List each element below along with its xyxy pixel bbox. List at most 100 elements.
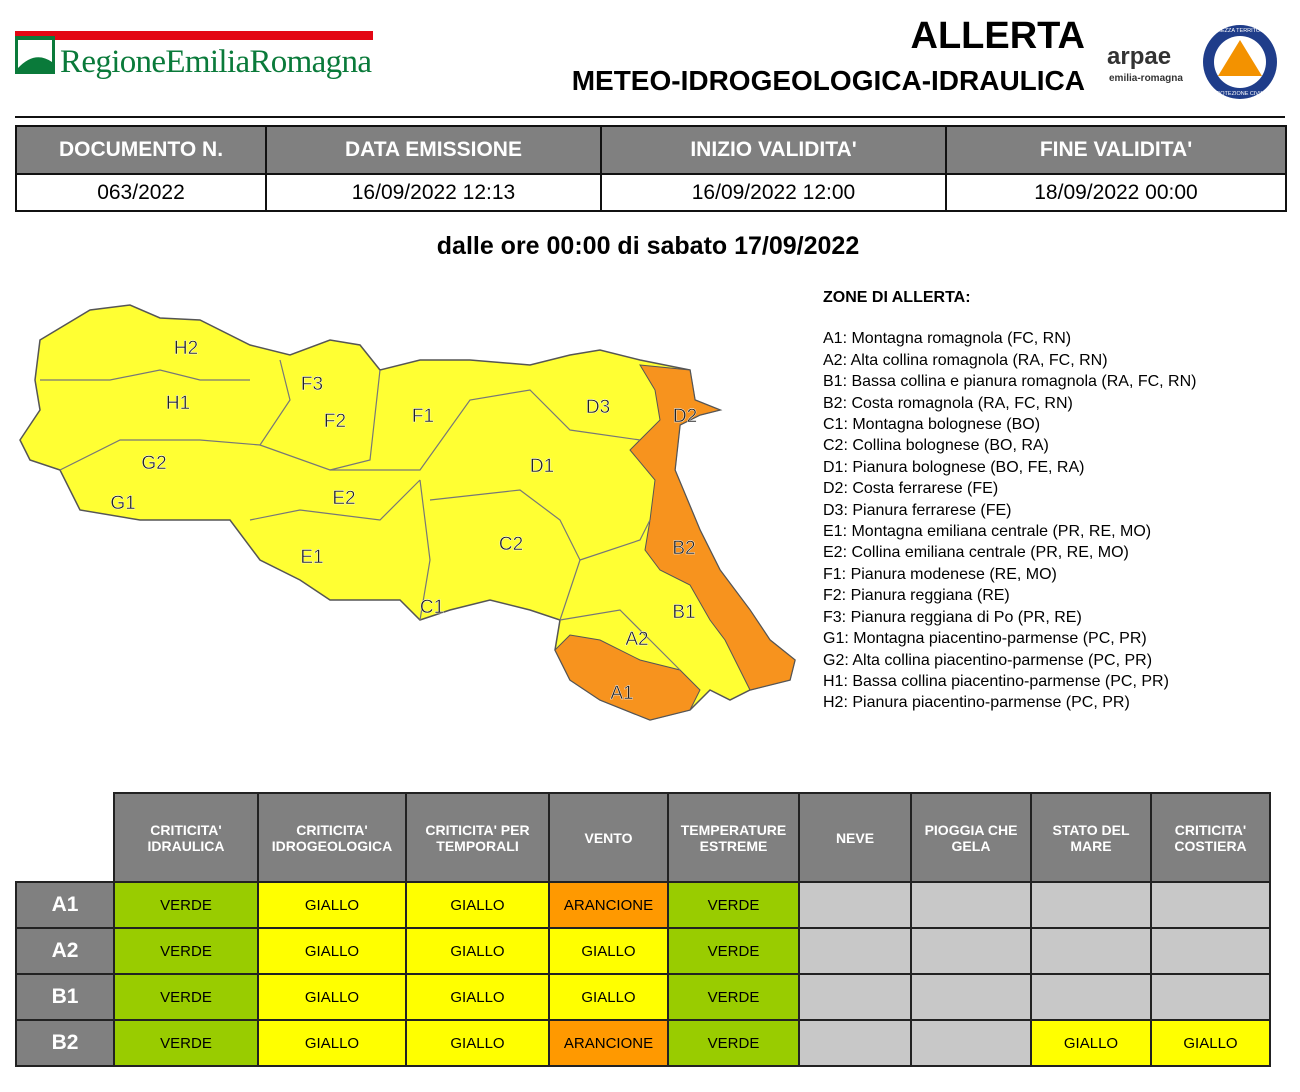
level-cell: GIALLO	[1150, 1019, 1271, 1067]
zone-label: D3	[586, 397, 610, 418]
document-header-row: DOCUMENTO N. DATA EMISSIONE INIZIO VALIDIT…	[15, 125, 1287, 175]
arpae-logo: arpae	[1107, 43, 1171, 70]
risk-header-row: CRITICITA' IDRAULICA CRITICITA' IDROGEOLO…	[16, 792, 1271, 883]
zone-label: A2	[625, 629, 648, 650]
zone-label: E2	[332, 488, 355, 509]
legend-item: C1: Montagna bolognese (BO)	[823, 416, 1041, 434]
document-value-row: 063/2022 16/09/2022 12:13 16/09/2022 12:00…	[15, 173, 1287, 212]
level-cell: GIALLO	[257, 881, 407, 929]
risk-table: CRITICITA' IDRAULICA CRITICITA' IDROGEOLO…	[15, 792, 1271, 1067]
zone-label: D1	[530, 456, 554, 477]
empty-cell	[1150, 881, 1271, 929]
legend-item: C2: Collina bolognese (BO, RA)	[823, 437, 1049, 455]
zone-cell: A2	[15, 927, 115, 975]
document-value: 16/09/2022 12:00	[600, 173, 947, 212]
level-cell: GIALLO	[405, 1019, 550, 1067]
badge-triangle	[1218, 40, 1262, 76]
empty-cell	[798, 927, 912, 975]
level-cell: VERDE	[667, 1019, 800, 1067]
zone-cell: A1	[15, 881, 115, 929]
zone-label: E1	[300, 547, 323, 568]
legend-item: G1: Montagna piacentino-parmense (PC, PR…	[823, 630, 1147, 648]
legend-item: D2: Costa ferrarese (FE)	[823, 480, 999, 498]
empty-cell	[1030, 927, 1152, 975]
legend-item: E2: Collina emiliana centrale (PR, RE, M…	[823, 544, 1129, 562]
zone-orange-coast	[629, 364, 796, 691]
zone-label: H2	[174, 338, 198, 359]
level-cell: VERDE	[667, 881, 800, 929]
level-cell: VERDE	[113, 1019, 259, 1067]
level-cell: VERDE	[113, 973, 259, 1021]
arpae-sub: emilia-romagna	[1109, 73, 1183, 84]
zone-cell: B1	[15, 973, 115, 1021]
empty-cell	[1030, 881, 1152, 929]
legend-item: H2: Pianura piacentino-parmense (PC, PR)	[823, 694, 1130, 712]
zone-label: F3	[301, 374, 323, 395]
zone-orange-a1	[554, 634, 701, 721]
empty-cell	[798, 973, 912, 1021]
level-cell: GIALLO	[548, 927, 669, 975]
document-column-header: DOCUMENTO N.	[15, 125, 267, 175]
risk-column-header: CRITICITA' COSTIERA	[1150, 792, 1271, 883]
risk-column-header: STATO DEL MARE	[1030, 792, 1152, 883]
risk-column-header: NEVE	[798, 792, 912, 883]
legend-item: F1: Pianura modenese (RE, MO)	[823, 565, 1057, 583]
risk-row: A2 VERDE GIALLO GIALLO GIALLO VERDE	[15, 927, 1271, 975]
empty-cell	[798, 881, 912, 929]
document-table: DOCUMENTO N. DATA EMISSIONE INIZIO VALIDIT…	[15, 125, 1287, 212]
logo-text: RegioneEmiliaRomagna	[60, 44, 372, 80]
level-cell: VERDE	[113, 881, 259, 929]
risk-row: B2 VERDE GIALLO GIALLO ARANCIONE VERDE GIALLO G…	[15, 1019, 1271, 1067]
risk-column-header: TEMPERATURE ESTREME	[667, 792, 800, 883]
corner-cell	[16, 793, 115, 883]
level-cell: ARANCIONE	[548, 1019, 669, 1067]
zone-label: G1	[110, 493, 135, 514]
level-cell: ARANCIONE	[548, 881, 669, 929]
empty-cell	[1150, 927, 1271, 975]
level-cell: GIALLO	[1030, 1019, 1152, 1067]
risk-row: B1 VERDE GIALLO GIALLO GIALLO VERDE	[15, 973, 1271, 1021]
level-cell: GIALLO	[405, 973, 550, 1021]
legend-item: G2: Alta collina piacentino-parmense (PC…	[823, 651, 1153, 669]
zone-label: B2	[672, 538, 695, 559]
title: ALLERTA	[911, 15, 1086, 57]
risk-column-header: PIOGGIA CHE GELA	[910, 792, 1032, 883]
zone-label: H1	[166, 393, 190, 414]
logo-bar	[15, 31, 373, 40]
empty-cell	[910, 973, 1032, 1021]
level-cell: GIALLO	[405, 881, 550, 929]
legend-item: A1: Montagna romagnola (FC, RN)	[823, 330, 1072, 348]
legend-item: A2: Alta collina romagnola (RA, FC, RN)	[823, 351, 1108, 369]
level-cell: GIALLO	[405, 927, 550, 975]
risk-column-header: CRITICITA' PER TEMPORALI	[405, 792, 550, 883]
document-column-header: DATA EMISSIONE	[265, 125, 602, 175]
legend: ZONE DI ALLERTA: A1: Montagna romagnola …	[823, 287, 1197, 714]
badge-top: SICUREZZA TERRITORIALE	[1204, 28, 1277, 34]
level-cell: VERDE	[667, 973, 800, 1021]
badge-bottom: PROTEZIONE CIVILE	[1213, 91, 1268, 97]
legend-title: ZONE DI ALLERTA:	[823, 289, 971, 306]
zone-label: G2	[141, 453, 166, 474]
risk-column-header: CRITICITA' IDRAULICA	[113, 792, 259, 883]
zone-borders	[40, 359, 681, 671]
header: RegioneEmiliaRomagna ALLERTA METEO-IDROG…	[15, 15, 1285, 118]
period: dalle ore 00:00 di sabato 17/09/2022	[436, 232, 860, 260]
level-cell: VERDE	[113, 927, 259, 975]
legend-item: H1: Bassa collina piacentino-parmense (P…	[823, 672, 1169, 690]
zone-label: A1	[610, 683, 633, 704]
level-cell: GIALLO	[548, 973, 669, 1021]
empty-cell	[1150, 973, 1271, 1021]
document-column-header: FINE VALIDITA'	[945, 125, 1287, 175]
zone-label: C2	[499, 534, 523, 555]
legend-item: B2: Costa romagnola (RA, FC, RN)	[823, 394, 1073, 412]
empty-cell	[910, 927, 1032, 975]
empty-cell	[1030, 973, 1152, 1021]
legend-item: F3: Pianura reggiana di Po (PR, RE)	[823, 608, 1082, 626]
document-column-header: INIZIO VALIDITA'	[600, 125, 947, 175]
zone-cell: B2	[15, 1019, 115, 1067]
legend-item: D1: Pianura bolognese (BO, FE, RA)	[823, 458, 1085, 476]
risk-column-header: VENTO	[548, 792, 669, 883]
risk-row: A1 VERDE GIALLO GIALLO ARANCIONE VERDE	[15, 881, 1271, 929]
